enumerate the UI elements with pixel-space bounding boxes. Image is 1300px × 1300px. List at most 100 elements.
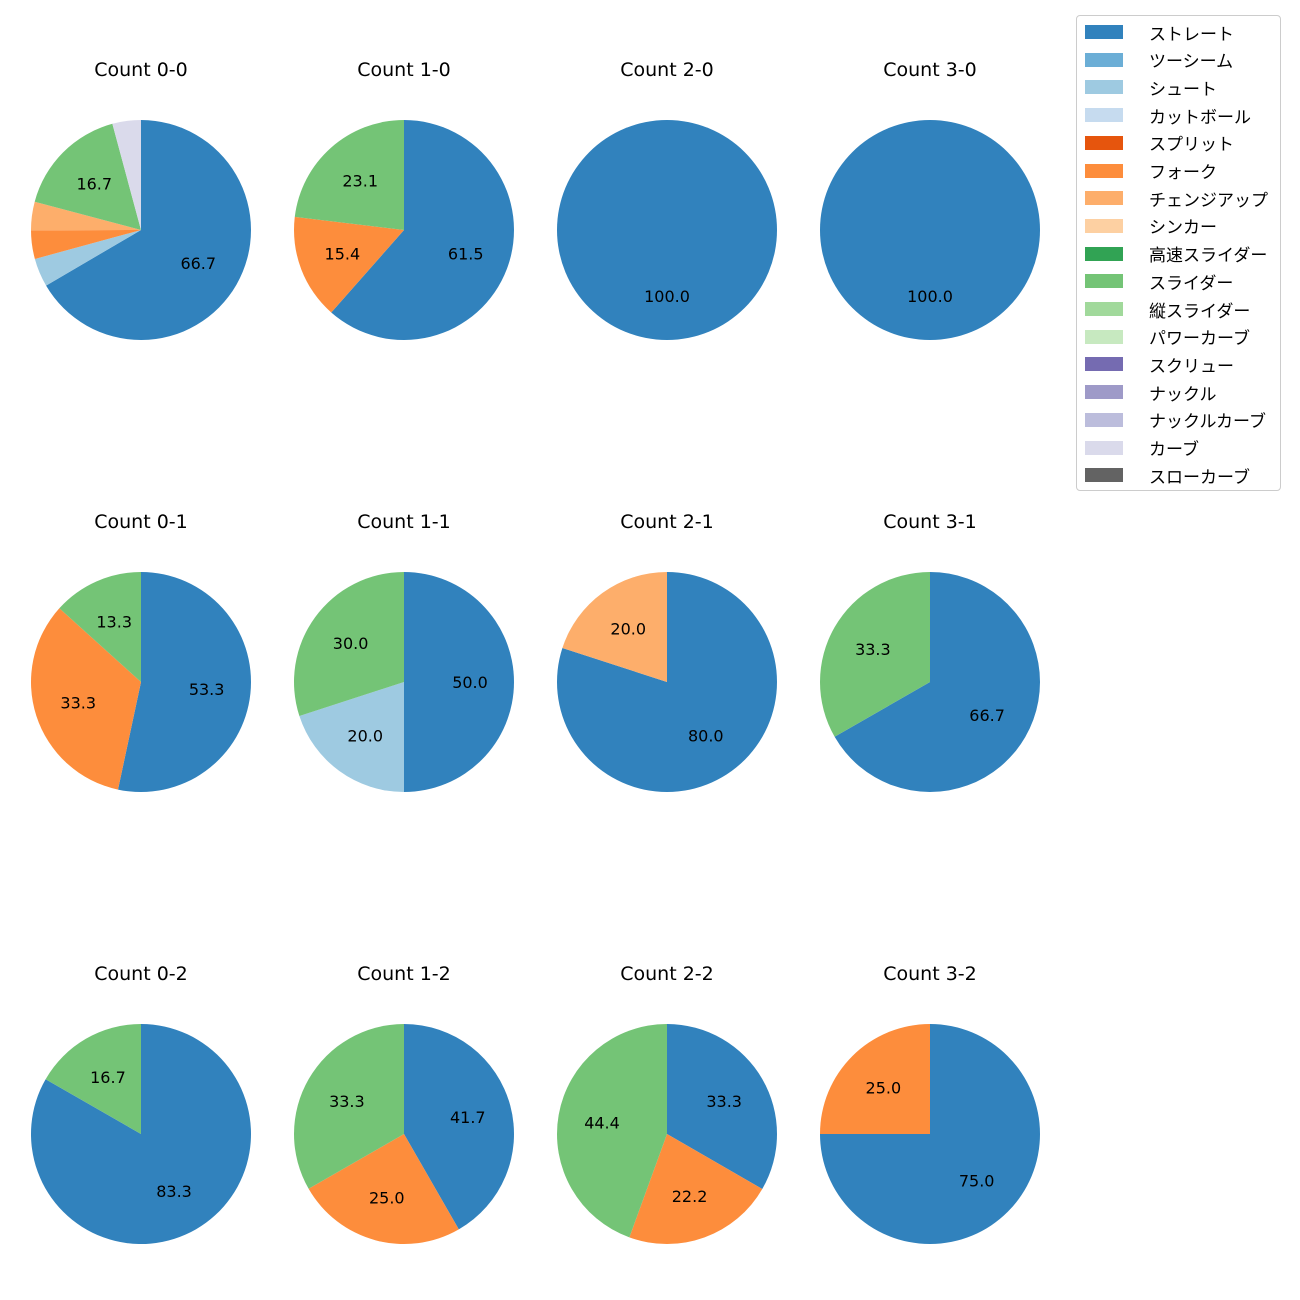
legend-label: カーブ xyxy=(1149,440,1199,460)
pie-chart: Count 1-0 61.5 15.4 23.1 xyxy=(294,59,514,341)
legend: ストレートツーシームシュートカットボール スプリットフォークチェンジアップ シンカー… xyxy=(1076,15,1281,491)
legend-item: シンカー xyxy=(1085,216,1217,239)
pie-slice xyxy=(117,572,252,792)
chart-title: Count 0-0 xyxy=(94,59,188,81)
slice-label: 66.7 xyxy=(180,254,216,273)
legend-label: シンカー xyxy=(1149,218,1217,239)
legend-label: カットボール xyxy=(1149,107,1251,128)
slice-label: 66.7 xyxy=(969,706,1005,725)
slice-label: 22.2 xyxy=(672,1187,708,1206)
pie-slice xyxy=(34,123,141,230)
slice-label: 100.0 xyxy=(907,287,953,306)
legend-item: シュート xyxy=(1085,77,1217,100)
pie-chart: Count 0-2 83.3 16.7 xyxy=(31,963,251,1244)
legend-swatch xyxy=(1085,302,1123,316)
legend-swatch xyxy=(1085,329,1123,344)
slice-label: 50.0 xyxy=(452,673,488,692)
slice-label: 83.3 xyxy=(156,1182,192,1201)
chart-title: Count 1-2 xyxy=(357,963,451,985)
slice-label: 100.0 xyxy=(644,287,690,306)
legend-swatch xyxy=(1085,163,1123,178)
chart-title: Count 3-1 xyxy=(883,511,977,533)
legend-label: スクリュー xyxy=(1149,356,1234,377)
chart-title: Count 0-1 xyxy=(94,511,188,533)
pie-slice xyxy=(834,572,1040,792)
slice-label: 20.0 xyxy=(610,620,646,639)
pie-slice xyxy=(404,1024,515,1230)
legend-label: フォーク xyxy=(1149,163,1217,183)
pie-slice xyxy=(34,230,142,286)
pie-slice xyxy=(294,1024,404,1189)
slice-label: 61.5 xyxy=(448,244,484,263)
legend-label: 高速スライダー xyxy=(1149,246,1268,267)
pie-slice xyxy=(45,1024,141,1134)
legend-item: ストレート xyxy=(1085,22,1234,45)
slice-label: 53.3 xyxy=(189,680,225,699)
pie-chart: Count 2-1 80.0 20.0 xyxy=(557,511,777,792)
pie-slice xyxy=(820,1024,930,1134)
slice-label: 13.3 xyxy=(96,613,132,632)
pie-chart: Count 3-2 75.0 25.0 xyxy=(820,963,1040,1244)
pie-slice xyxy=(629,1134,763,1244)
slice-label: 33.3 xyxy=(855,640,891,659)
legend-item: スクリュー xyxy=(1085,354,1234,377)
legend-label: スライダー xyxy=(1149,273,1234,294)
slice-label: 75.0 xyxy=(959,1172,995,1191)
legend-label: 縦スライダー xyxy=(1149,301,1251,322)
pie-chart: Count 0-0 66.7 16.7 xyxy=(31,59,252,340)
slice-label: 30.0 xyxy=(333,634,369,653)
pie-slice xyxy=(404,572,514,792)
legend-swatch xyxy=(1085,191,1123,206)
pie-slice xyxy=(308,1134,459,1244)
legend-swatch xyxy=(1085,108,1123,123)
legend-item: スローカーブ xyxy=(1085,465,1250,488)
legend-label: ストレート xyxy=(1149,24,1234,45)
legend-swatch xyxy=(1085,246,1123,261)
chart-title: Count 2-0 xyxy=(620,59,714,81)
legend-item: 高速スライダー xyxy=(1085,244,1268,267)
legend-label: ナックル xyxy=(1149,384,1217,405)
slice-label: 20.0 xyxy=(347,726,383,745)
slice-label: 16.7 xyxy=(90,1068,126,1087)
legend-label: スプリット xyxy=(1149,135,1234,156)
legend-swatch xyxy=(1085,357,1123,372)
legend-swatch xyxy=(1085,52,1123,67)
pie-slice xyxy=(294,120,404,230)
chart-title: Count 1-0 xyxy=(357,59,451,81)
chart-title: Count 3-2 xyxy=(883,963,977,985)
legend-label: スローカーブ xyxy=(1149,467,1250,488)
legend-item: 縦スライダー xyxy=(1085,299,1251,322)
legend-label: パワーカーブ xyxy=(1149,329,1250,350)
pie-slice xyxy=(112,120,141,230)
pie-slice xyxy=(667,1024,777,1189)
legend-item: スプリット xyxy=(1085,133,1234,156)
chart-title: Count 1-1 xyxy=(357,511,451,533)
pie-slice xyxy=(59,572,141,682)
chart-title: Count 3-0 xyxy=(883,59,977,81)
legend-label: チェンジアップ xyxy=(1149,190,1268,211)
pie-slice xyxy=(557,120,777,340)
legend-label: ツーシーム xyxy=(1149,52,1234,73)
legend-item: カーブ xyxy=(1085,438,1199,460)
slice-label: 33.3 xyxy=(706,1092,742,1111)
legend-item: ナックルカーブ xyxy=(1085,410,1266,432)
pie-slice xyxy=(820,572,930,737)
legend-swatch xyxy=(1085,135,1123,150)
pie-slice xyxy=(562,572,667,682)
legend-label: シュート xyxy=(1149,79,1217,100)
legend-item: パワーカーブ xyxy=(1085,327,1250,350)
slice-label: 41.7 xyxy=(450,1108,486,1127)
slice-label: 44.4 xyxy=(584,1114,620,1133)
legend-item: フォーク xyxy=(1085,161,1217,183)
pie-slice xyxy=(31,608,141,790)
pie-slice xyxy=(46,120,252,340)
slice-label: 25.0 xyxy=(369,1189,405,1208)
pie-chart: Count 3-1 66.7 33.3 xyxy=(820,511,1040,792)
pie-slice xyxy=(294,216,404,313)
legend-swatch xyxy=(1085,412,1123,427)
pie-slice xyxy=(299,682,404,792)
slice-label: 25.0 xyxy=(866,1078,902,1097)
pie-slice xyxy=(331,120,514,341)
slice-label: 80.0 xyxy=(688,726,724,745)
